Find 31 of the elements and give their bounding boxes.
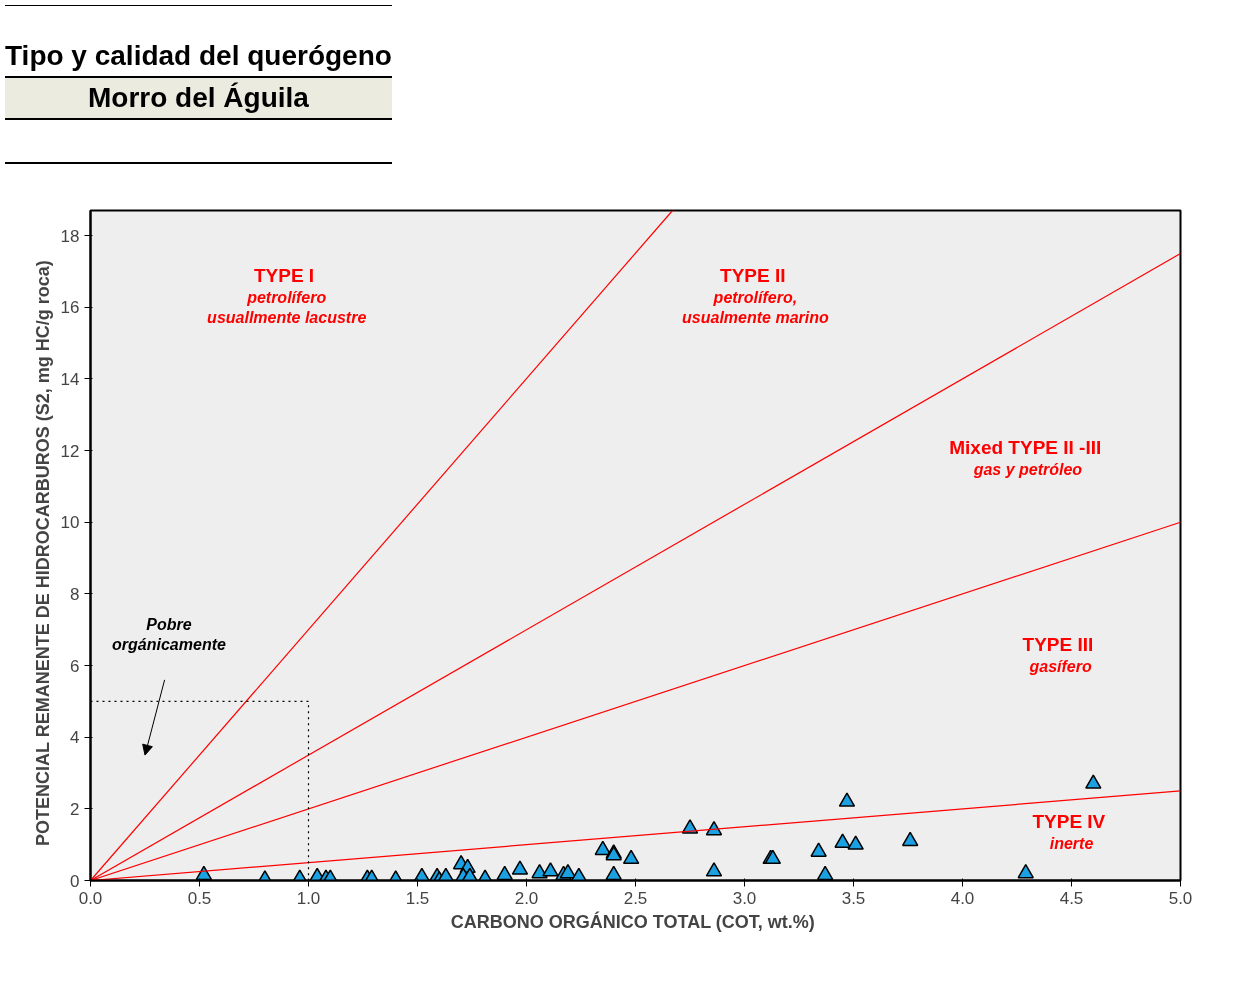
annotation: TYPE III gasífero [1022,633,1094,675]
annotation: TYPE I petrolífero usuallmente lacustre [207,264,367,326]
x-tick-label: 3.0 [732,888,757,908]
x-axis-title: CARBONO ORGÁNICO TOTAL (COT, wt.%) [450,910,815,932]
chart-title: Tipo y calidad del querógeno [5,5,392,78]
y-tick-label: 4 [70,728,80,748]
annotation: Mixed TYPE II -III gas y petróleo [949,436,1102,478]
annotation: TYPE IV inerte [1032,811,1106,853]
chart-subtitle: Morro del Águila [5,78,392,120]
x-tick-label: 5.0 [1168,888,1193,908]
x-tick-label: 4.0 [950,888,975,908]
y-tick-label: 8 [70,584,80,604]
x-tick-label: 1.5 [405,888,430,908]
y-tick-label: 16 [60,298,80,318]
annotation: TYPE II petrolífero, usualmente marino [682,264,829,326]
x-tick-label: 0.5 [187,888,212,908]
annotation: Pobre orgánicamente [112,616,226,654]
y-tick-label: 6 [70,656,80,676]
y-tick-label: 14 [60,369,80,389]
x-tick-label: 0.0 [78,888,103,908]
y-tick-label: 18 [60,226,80,246]
y-axis-title: POTENCIAL REMANENTE DE HIDROCARBUROS (S2, mg HC/g roca) [32,260,53,847]
y-tick-label: 2 [70,799,80,819]
x-tick-label: 1.0 [296,888,321,908]
y-tick-label: 0 [70,871,80,891]
x-tick-label: 4.5 [1059,888,1084,908]
x-tick-label: 3.5 [841,888,866,908]
y-tick-label: 12 [60,441,80,461]
x-tick-label: 2.5 [623,888,648,908]
x-tick-label: 2.0 [514,888,539,908]
y-tick-label: 10 [60,513,80,533]
